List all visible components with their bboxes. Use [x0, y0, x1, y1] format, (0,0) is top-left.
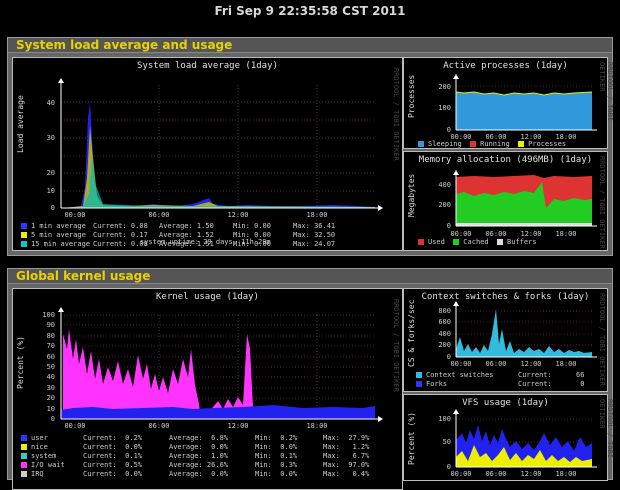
watermark: RRDTOOL / TOBI OETIKER [392, 299, 400, 392]
y-tick: 40 [47, 99, 55, 107]
y-tick: 600 [438, 318, 451, 326]
section-kernel-usage: Global kernel usage Kernel usage (1day) … [7, 268, 614, 490]
y-tick: 90 [47, 321, 55, 329]
legend-row: user Current: 0.2% Average: 6.8% Min: 0.2% M… [21, 434, 369, 442]
x-tick: 12:00 [227, 422, 248, 430]
x-tick: 06:00 [485, 360, 506, 368]
graph-title: Context switches & forks (1day) [421, 292, 590, 302]
legend-row: I/O wait Current: 0.5% Average: 26.6% Min: … [21, 461, 369, 469]
legend-row: IRQ Current: 0.0% Average: 0.0% Min: 0.0% Ma… [21, 470, 369, 478]
x-tick: 18:00 [306, 422, 327, 430]
system-uptime: system uptime: 29 days, 11h 29m [140, 238, 271, 246]
y-tick: 100 [438, 104, 451, 112]
y-tick: 60 [47, 353, 55, 361]
legend-row: Forks Current: 0 [416, 380, 584, 388]
x-tick: 06:00 [485, 133, 506, 141]
legend: Sleeping Running Processes [418, 140, 566, 148]
x-tick: 00:00 [450, 133, 471, 141]
y-tick: 20 [47, 169, 55, 177]
legend-row: Context switches Current: 66 [416, 371, 584, 379]
y-tick: 50 [443, 438, 451, 446]
x-tick: 18:00 [555, 470, 576, 478]
kernel-plot: 100 90 80 70 60 50 40 30 20 10 0 00:00 0… [42, 307, 383, 430]
y-tick: 0 [447, 126, 451, 134]
watermark: RRDTOOL / TOBI OETIKER [598, 156, 606, 249]
context-switches-plot: 800 600 400 200 0 00:00 06:00 12:00 18:0… [438, 301, 597, 368]
y-tick: 400 [438, 181, 451, 189]
y-tick: 0 [51, 204, 55, 212]
x-tick: 12:00 [227, 211, 248, 219]
y-tick: 70 [47, 342, 55, 350]
legend-row: 5 min average Current: 0.17 Average: 1.52 M… [21, 231, 335, 239]
y-tick: 40 [47, 373, 55, 381]
y-tick: 10 [47, 187, 55, 195]
page-title: Fri Sep 9 22:35:58 CST 2011 [214, 4, 406, 18]
x-tick: 06:00 [148, 422, 169, 430]
y-tick: 800 [438, 307, 451, 315]
kernel-usage-graph[interactable]: Kernel usage (1day) RRDTOOL / TOBI OETIK… [12, 288, 403, 490]
memory-allocation-graph[interactable]: Memory allocation (496MB) (1day) RRDTOOL… [403, 151, 608, 251]
x-tick: 00:00 [450, 470, 471, 478]
y-tick: 200 [438, 201, 451, 209]
y-tick: 400 [438, 330, 451, 338]
graph-title: VFS usage (1day) [462, 398, 549, 408]
x-tick: 00:00 [450, 360, 471, 368]
vfs-usage-graph[interactable]: VFS usage (1day) RRDTOOL / TOBI OETIKER … [403, 394, 614, 481]
graph-title: Kernel usage (1day) [156, 292, 259, 302]
section-system-load: System load average and usage System loa… [7, 37, 614, 256]
y-tick: 0 [447, 222, 451, 230]
x-tick: 12:00 [520, 133, 541, 141]
load-plot: 40 30 20 10 0 00:00 06:00 12:00 18:00 [47, 78, 383, 219]
load-average-graph[interactable]: System load average (1day) RRDTOOL / TOB… [12, 57, 403, 251]
y-tick: 30 [47, 134, 55, 142]
y-tick: 0 [447, 353, 451, 361]
legend-row: 15 min average Current: 0.08 Average: 1.51… [21, 240, 335, 248]
context-switches-graph[interactable]: Context switches & forks (1day) RRDTOOL … [403, 288, 608, 392]
y-tick: 20 [47, 394, 55, 402]
x-tick: 18:00 [555, 133, 576, 141]
section-title: Global kernel usage [8, 269, 612, 284]
active-processes-graph[interactable]: Active processes (1day) RRDTOOL / TOBI O… [403, 57, 614, 149]
x-tick: 18:00 [306, 211, 327, 219]
y-tick: 200 [438, 83, 451, 91]
watermark: RRDTOOL / TOBI OETIKER [598, 399, 614, 459]
legend: Used Cached Buffers [418, 238, 537, 246]
x-tick: 00:00 [450, 230, 471, 238]
legend-row: 1 min average Current: 0.08 Average: 1.50 M… [21, 222, 335, 230]
x-tick: 18:00 [555, 360, 576, 368]
x-tick: 06:00 [148, 211, 169, 219]
y-tick: 200 [438, 341, 451, 349]
graph-title: System load average (1day) [137, 61, 278, 71]
x-tick: 00:00 [64, 211, 85, 219]
watermark: RRDTOOL / TOBI OETIKER [598, 293, 606, 386]
vfs-plot: 100 50 0 00:00 06:00 12:00 18:00 [438, 409, 597, 478]
y-tick: 80 [47, 332, 55, 340]
y-tick: 30 [47, 384, 55, 392]
watermark: RRDTOOL / TOBI OETIKER [392, 68, 400, 161]
section-title: System load average and usage [8, 38, 612, 53]
x-tick: 06:00 [485, 470, 506, 478]
processes-plot: 200 100 0 00:00 06:00 12:00 18:00 [438, 74, 597, 141]
graph-title: Active processes (1day) [443, 61, 568, 71]
y-tick: 100 [42, 311, 55, 319]
x-tick: 00:00 [64, 422, 85, 430]
legend-row: system Current: 0.1% Average: 1.0% Min: 0.1… [21, 452, 369, 460]
x-tick: 12:00 [520, 470, 541, 478]
graph-title: Memory allocation (496MB) (1day) [418, 155, 593, 165]
x-tick: 12:00 [520, 360, 541, 368]
y-tick: 100 [438, 415, 451, 423]
x-tick: 12:00 [520, 230, 541, 238]
memory-plot: 400 200 0 00:00 06:00 12:00 18:00 [438, 170, 597, 238]
x-tick: 18:00 [555, 230, 576, 238]
y-tick: 50 [47, 363, 55, 371]
x-tick: 06:00 [485, 230, 506, 238]
watermark: RRDTOOL / TOBI OETIKER [598, 62, 614, 122]
legend-row: nice Current: 0.0% Average: 0.0% Min: 0.0% M… [21, 443, 369, 451]
y-tick: 0 [51, 415, 55, 423]
y-tick: 10 [47, 405, 55, 413]
y-tick: 0 [447, 463, 451, 471]
